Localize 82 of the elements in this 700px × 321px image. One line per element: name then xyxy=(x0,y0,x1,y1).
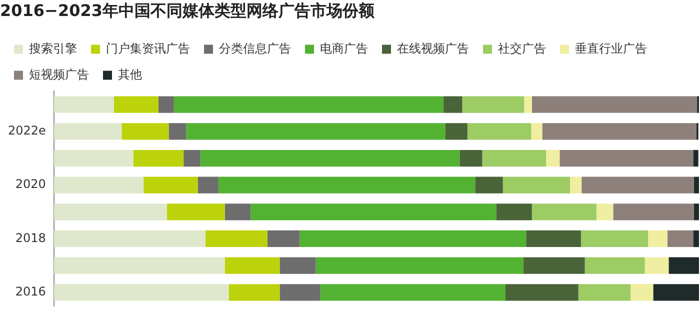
bar xyxy=(462,96,524,113)
bar xyxy=(158,96,174,113)
bar xyxy=(532,96,698,113)
bar xyxy=(546,150,560,167)
bar xyxy=(168,123,186,140)
y-tick-label: 2020 xyxy=(15,177,46,192)
legend-label: 搜索引擎 xyxy=(29,41,77,56)
bar xyxy=(653,284,699,301)
bar xyxy=(228,284,280,301)
bar xyxy=(505,284,578,301)
bar xyxy=(596,204,614,220)
bar xyxy=(524,96,532,113)
bar xyxy=(467,123,532,140)
bar xyxy=(444,96,462,113)
bar xyxy=(668,257,699,274)
bar xyxy=(475,176,503,194)
bar xyxy=(580,230,648,248)
bar xyxy=(582,176,694,194)
bar xyxy=(198,176,218,194)
bar xyxy=(250,204,496,220)
bar xyxy=(184,150,200,167)
bar xyxy=(122,123,169,140)
bar xyxy=(224,257,280,274)
bar xyxy=(630,284,654,301)
bar xyxy=(54,176,144,194)
bar xyxy=(54,230,206,248)
legend-label: 社交广告 xyxy=(498,41,546,56)
bar xyxy=(174,96,444,113)
bar xyxy=(267,230,300,248)
bar xyxy=(644,257,669,274)
bar xyxy=(560,150,694,167)
bar xyxy=(532,204,596,220)
bar xyxy=(280,257,316,274)
bar xyxy=(648,230,668,248)
bar xyxy=(693,150,698,167)
y-tick-label: 2016 xyxy=(15,284,46,299)
bar xyxy=(186,123,446,140)
legend-label: 分类信息广告 xyxy=(219,41,291,56)
legend-label: 电商广告 xyxy=(320,41,368,56)
bar xyxy=(54,96,114,113)
bar xyxy=(54,204,167,220)
legend-label: 门户集资讯广告 xyxy=(106,41,190,56)
bar xyxy=(54,257,225,274)
bar xyxy=(320,284,506,301)
legend-label: 在线视频广告 xyxy=(397,41,469,56)
bar xyxy=(542,123,696,140)
bar xyxy=(613,204,694,220)
bar xyxy=(496,204,532,220)
legend-label: 垂直行业广告 xyxy=(575,41,647,56)
bar xyxy=(280,284,320,301)
y-tick-label: 2022e xyxy=(8,124,46,138)
bar xyxy=(54,284,229,301)
bar xyxy=(206,230,268,248)
bar xyxy=(502,176,570,194)
bar xyxy=(570,176,582,194)
bar xyxy=(218,176,476,194)
bar xyxy=(445,123,468,140)
bar xyxy=(144,176,198,194)
bar xyxy=(578,284,631,301)
bar xyxy=(224,204,251,220)
bar xyxy=(693,230,699,248)
bar xyxy=(133,150,184,167)
bar xyxy=(166,204,225,220)
bar xyxy=(114,96,158,113)
bar xyxy=(482,150,546,167)
bar xyxy=(316,257,524,274)
y-tick-label: 2018 xyxy=(15,230,46,245)
bar xyxy=(460,150,482,167)
legend-label: 其他 xyxy=(118,67,142,82)
bar xyxy=(300,230,526,248)
bar xyxy=(694,204,699,220)
chart-title: 2016−2023年中国不同媒体类型网络广告市场份额 xyxy=(0,0,376,20)
bar xyxy=(524,257,585,274)
bar xyxy=(200,150,460,167)
bar xyxy=(667,230,694,248)
bar xyxy=(54,123,122,140)
bar xyxy=(694,176,699,194)
bar xyxy=(54,150,134,167)
bar xyxy=(526,230,581,248)
bar xyxy=(531,123,542,140)
legend-label: 短视频广告 xyxy=(29,67,89,82)
bar xyxy=(584,257,645,274)
